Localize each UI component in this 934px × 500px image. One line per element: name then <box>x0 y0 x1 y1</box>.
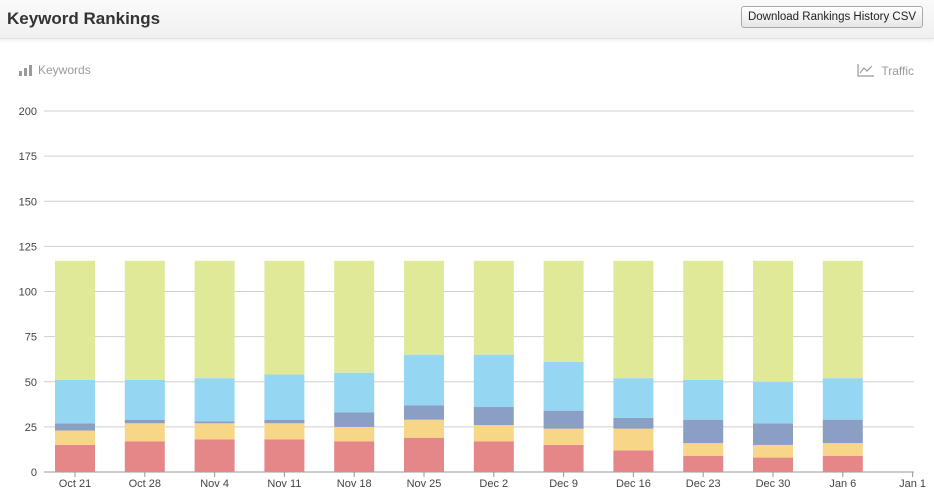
bar-chart-icon <box>19 65 32 76</box>
bar-segment[interactable] <box>404 437 444 472</box>
bar-segment[interactable] <box>473 260 514 355</box>
x-tick-label: Dec 16 <box>616 478 651 490</box>
bar-segment[interactable] <box>334 426 375 442</box>
y-tick-label: 175 <box>19 151 37 163</box>
y-tick-label: 150 <box>19 196 37 208</box>
bar-segment[interactable] <box>264 260 305 375</box>
line-chart-icon <box>857 64 875 77</box>
x-tick-label: Dec 9 <box>549 478 578 490</box>
bar-segment[interactable] <box>753 423 793 445</box>
keyword-rankings-chart: 0 25 50 75 100 125 150 175 200 Oct 21 Oct 28 Nov 4 N… <box>19 106 926 490</box>
bar-segment[interactable] <box>822 419 863 444</box>
bar-segment[interactable] <box>473 425 514 442</box>
page-title: Keyword Rankings <box>7 9 161 28</box>
y-tick-label: 0 <box>31 467 37 479</box>
bar-segment[interactable] <box>613 378 654 418</box>
bar-segment[interactable] <box>124 260 165 380</box>
bar-segment[interactable] <box>543 260 584 362</box>
bar-segment[interactable] <box>264 419 305 424</box>
bar-segment[interactable] <box>753 260 793 382</box>
stacked-bars <box>55 260 863 472</box>
bar-segment[interactable] <box>194 421 235 424</box>
bar-segment[interactable] <box>753 381 793 424</box>
bar-segment[interactable] <box>683 455 724 472</box>
bar-segment[interactable] <box>264 439 305 472</box>
x-tick-label: Nov 4 <box>200 478 229 490</box>
bar-segment[interactable] <box>404 354 444 406</box>
legend-traffic[interactable]: Traffic <box>857 63 914 78</box>
bar-segment[interactable] <box>543 428 584 445</box>
x-tick-label: Oct 28 <box>129 478 161 490</box>
bar-segment[interactable] <box>753 457 793 472</box>
x-tick-label: Jan 6 <box>829 478 856 490</box>
bar-segment[interactable] <box>683 443 724 456</box>
y-tick-label: 125 <box>19 241 37 253</box>
bar-segment[interactable] <box>55 379 95 424</box>
bar-segment[interactable] <box>822 260 863 379</box>
bar-segment[interactable] <box>124 379 165 420</box>
bar-segment[interactable] <box>55 423 95 431</box>
bar-segment[interactable] <box>404 419 444 438</box>
bar-segment[interactable] <box>334 441 375 472</box>
y-tick-label: 50 <box>25 377 37 389</box>
legend-keywords[interactable]: Keywords <box>19 63 91 77</box>
bar-segment[interactable] <box>404 405 444 420</box>
bar-segment[interactable] <box>194 439 235 472</box>
legend-traffic-label: Traffic <box>881 64 914 78</box>
bar-segment[interactable] <box>124 419 165 424</box>
bar-segment[interactable] <box>473 354 514 408</box>
bar-segment[interactable] <box>124 423 165 442</box>
bar-segment[interactable] <box>264 374 305 420</box>
bar-segment[interactable] <box>753 444 793 458</box>
x-tick-label: Nov 25 <box>407 478 442 490</box>
x-tick-label: Dec 30 <box>756 478 791 490</box>
bar-segment[interactable] <box>613 428 654 451</box>
header-bar: Keyword Rankings Download Rankings Histo… <box>0 0 934 39</box>
y-tick-label: 25 <box>25 422 37 434</box>
bar-segment[interactable] <box>334 372 375 413</box>
bar-segment[interactable] <box>822 378 863 420</box>
bar-segment[interactable] <box>613 260 654 379</box>
y-tick-label: 100 <box>19 287 37 299</box>
bar-segment[interactable] <box>473 407 514 426</box>
bar-segment[interactable] <box>683 419 724 444</box>
bar-segment[interactable] <box>822 443 863 456</box>
bar-segment[interactable] <box>683 260 724 380</box>
bar-segment[interactable] <box>543 410 584 429</box>
legend-keywords-label: Keywords <box>38 63 91 77</box>
bar-segment[interactable] <box>822 455 863 472</box>
bar-segment[interactable] <box>55 260 95 380</box>
bar-segment[interactable] <box>194 423 235 440</box>
bar-segment[interactable] <box>404 260 444 355</box>
x-tick-label: Jan 1 <box>899 478 926 490</box>
axes: 0 25 50 75 100 125 150 175 200 Oct 21 Oct 28 Nov 4 N… <box>19 106 926 490</box>
bar-segment[interactable] <box>194 378 235 422</box>
x-tick-label: Nov 11 <box>267 478 301 490</box>
bar-segment[interactable] <box>613 450 654 472</box>
bar-segment[interactable] <box>543 444 584 472</box>
bar-segment[interactable] <box>334 412 375 427</box>
bar-segment[interactable] <box>264 423 305 440</box>
bar-segment[interactable] <box>543 361 584 411</box>
y-tick-label: 200 <box>19 106 37 118</box>
y-tick-label: 75 <box>25 332 37 344</box>
x-tick-label: Dec 23 <box>686 478 721 490</box>
bar-segment[interactable] <box>683 379 724 420</box>
bar-segment[interactable] <box>55 430 95 445</box>
bar-segment[interactable] <box>55 444 95 472</box>
download-csv-button[interactable]: Download Rankings History CSV <box>741 6 923 28</box>
bar-segment[interactable] <box>613 417 654 429</box>
bar-segment[interactable] <box>194 260 235 379</box>
x-tick-label: Nov 18 <box>337 478 372 490</box>
bar-segment[interactable] <box>473 441 514 472</box>
x-tick-label: Dec 2 <box>479 478 508 490</box>
bar-segment[interactable] <box>124 441 165 472</box>
bar-segment[interactable] <box>334 260 375 373</box>
x-tick-label: Oct 21 <box>59 478 91 490</box>
